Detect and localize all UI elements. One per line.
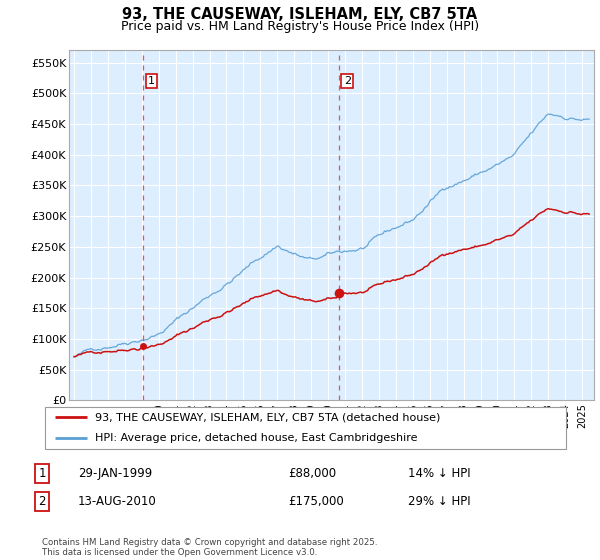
- Text: £88,000: £88,000: [288, 466, 336, 480]
- Text: Contains HM Land Registry data © Crown copyright and database right 2025.
This d: Contains HM Land Registry data © Crown c…: [42, 538, 377, 557]
- FancyBboxPatch shape: [44, 407, 566, 449]
- Text: 2: 2: [38, 494, 46, 508]
- Text: 1: 1: [38, 466, 46, 480]
- Text: 29% ↓ HPI: 29% ↓ HPI: [408, 494, 470, 508]
- Text: HPI: Average price, detached house, East Cambridgeshire: HPI: Average price, detached house, East…: [95, 433, 418, 444]
- Text: £175,000: £175,000: [288, 494, 344, 508]
- Text: 14% ↓ HPI: 14% ↓ HPI: [408, 466, 470, 480]
- Text: 2: 2: [344, 76, 351, 86]
- Text: 1: 1: [148, 76, 155, 86]
- Text: Price paid vs. HM Land Registry's House Price Index (HPI): Price paid vs. HM Land Registry's House …: [121, 20, 479, 32]
- Text: 93, THE CAUSEWAY, ISLEHAM, ELY, CB7 5TA: 93, THE CAUSEWAY, ISLEHAM, ELY, CB7 5TA: [122, 7, 478, 22]
- Text: 29-JAN-1999: 29-JAN-1999: [78, 466, 152, 480]
- Text: 93, THE CAUSEWAY, ISLEHAM, ELY, CB7 5TA (detached house): 93, THE CAUSEWAY, ISLEHAM, ELY, CB7 5TA …: [95, 412, 440, 422]
- Text: 13-AUG-2010: 13-AUG-2010: [78, 494, 157, 508]
